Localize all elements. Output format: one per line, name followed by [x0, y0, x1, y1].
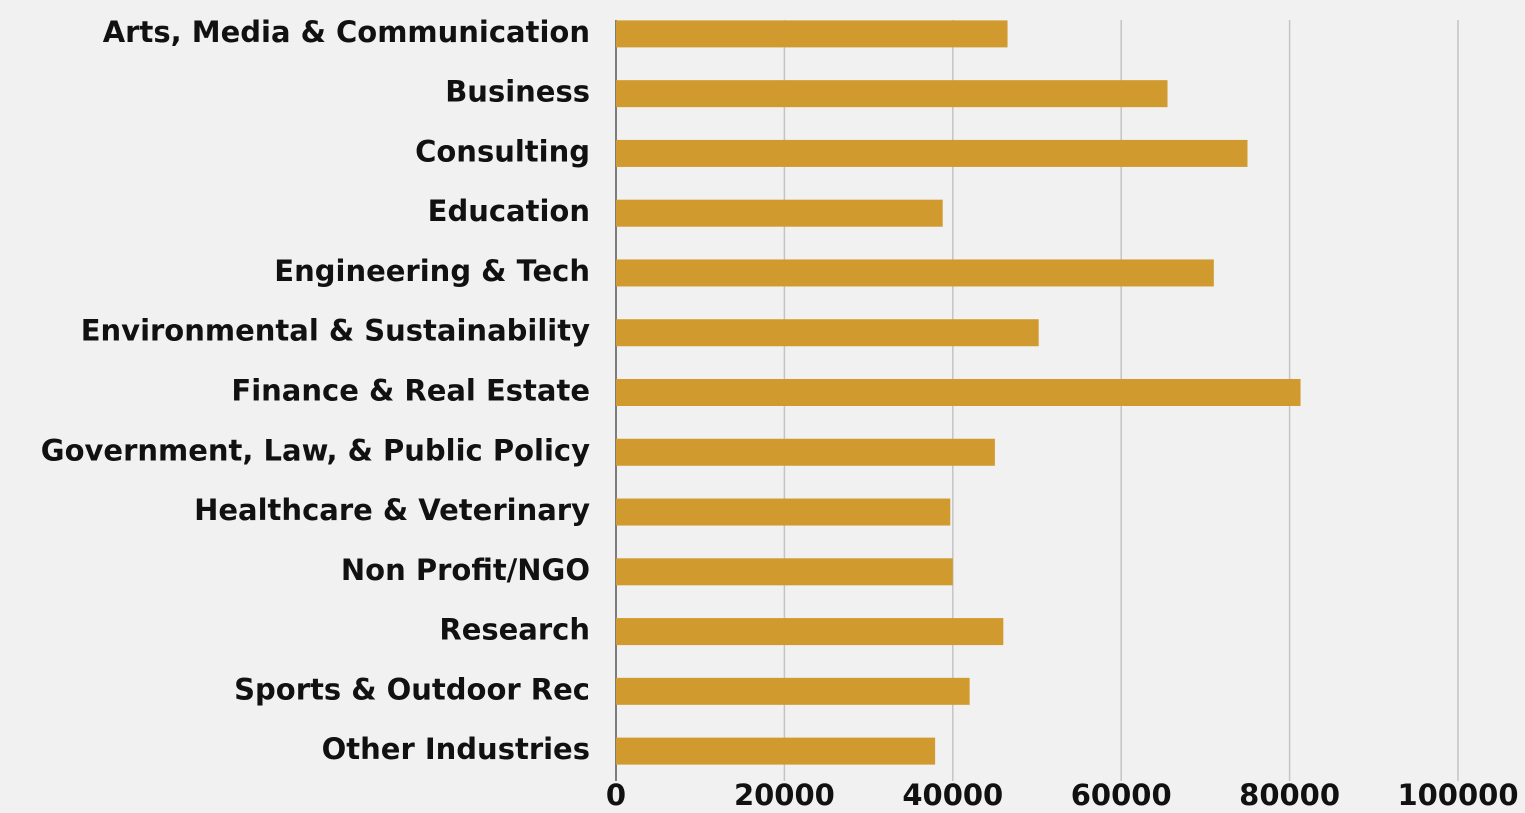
x-tick-label: 40000 [902, 778, 1003, 812]
bar [616, 259, 1214, 287]
y-tick-label: Finance & Real Estate [231, 374, 590, 408]
y-tick-label: Environmental & Sustainability [81, 314, 590, 348]
y-tick-label: Non Profit/NGO [341, 553, 590, 587]
x-tick-label: 100000 [1397, 778, 1518, 812]
y-tick-label: Sports & Outdoor Rec [234, 672, 590, 706]
bar [616, 618, 1004, 646]
y-tick-label: Other Industries [322, 732, 590, 766]
y-tick-label: Consulting [415, 134, 590, 168]
bar [616, 20, 1008, 48]
bar [616, 438, 995, 466]
bar [616, 677, 970, 705]
y-tick-label: Education [428, 194, 590, 228]
bar [616, 319, 1039, 347]
y-tick-label: Research [439, 613, 590, 647]
y-tick-label: Business [445, 75, 590, 109]
bar [616, 379, 1301, 406]
y-tick-label: Engineering & Tech [274, 254, 590, 288]
x-tick-label: 0 [606, 778, 626, 812]
bar [616, 498, 951, 526]
x-tick-label: 20000 [734, 778, 835, 812]
bar [616, 139, 1248, 167]
bar [616, 199, 943, 227]
x-tick-label: 60000 [1071, 778, 1172, 812]
y-tick-label: Arts, Media & Communication [103, 15, 590, 49]
y-tick-label: Government, Law, & Public Policy [41, 433, 590, 467]
bar [616, 737, 936, 765]
bar [616, 558, 953, 586]
bar [616, 80, 1168, 108]
x-tick-label: 80000 [1239, 778, 1340, 812]
y-tick-label: Healthcare & Veterinary [194, 493, 590, 527]
